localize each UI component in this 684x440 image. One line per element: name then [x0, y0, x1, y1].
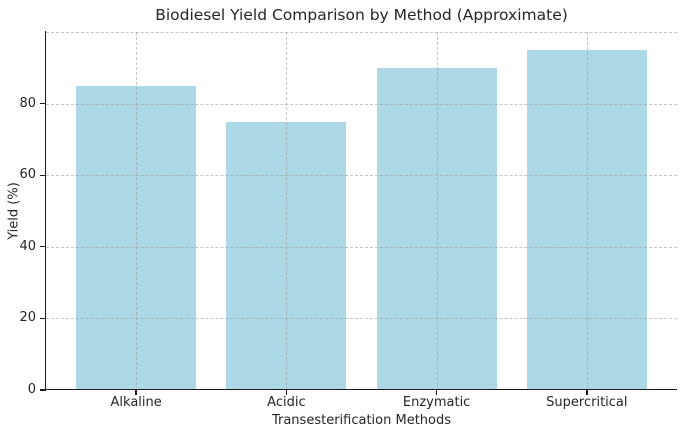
- y-tick-label: 0: [27, 382, 36, 397]
- gridline-vertical: [586, 32, 588, 390]
- y-tick-label: 60: [19, 167, 36, 183]
- gridline-horizontal: [46, 103, 677, 105]
- y-axis-spine: [45, 31, 47, 391]
- x-tick-label: Enzymatic: [402, 395, 471, 410]
- y-tick-label: 40: [19, 238, 36, 254]
- gridline-vertical: [286, 32, 288, 390]
- x-tick-mark: [586, 390, 588, 395]
- x-tick-label: Supercritical: [546, 395, 628, 410]
- x-axis-label: Transesterification Methods: [271, 413, 452, 428]
- x-tick-mark: [285, 390, 288, 395]
- y-tick-mark: [40, 246, 45, 248]
- x-tick-label: Alkaline: [110, 395, 162, 410]
- gridline-horizontal: [46, 32, 677, 33]
- gridline-vertical: [136, 32, 138, 390]
- x-axis-spine: [45, 389, 677, 391]
- plot-area: [46, 32, 677, 390]
- x-tick-mark: [135, 390, 137, 395]
- y-axis-label: Yield (%): [6, 182, 22, 240]
- y-tick-label: 20: [19, 310, 36, 326]
- y-tick-mark: [40, 317, 45, 320]
- y-tick-mark: [40, 174, 45, 176]
- x-tick-label: Acidic: [267, 395, 306, 410]
- gridline-horizontal: [46, 246, 677, 248]
- gridline-horizontal: [46, 318, 677, 320]
- grid-layer: [46, 32, 677, 390]
- x-tick-mark: [435, 390, 438, 395]
- y-tick-label: 80: [19, 95, 36, 111]
- chart-title: Biodiesel Yield Comparison by Method (Ap…: [155, 6, 568, 24]
- y-tick-mark: [40, 102, 45, 105]
- y-tick-mark: [40, 389, 45, 391]
- gridline-horizontal: [46, 175, 677, 177]
- gridline-vertical: [436, 32, 438, 390]
